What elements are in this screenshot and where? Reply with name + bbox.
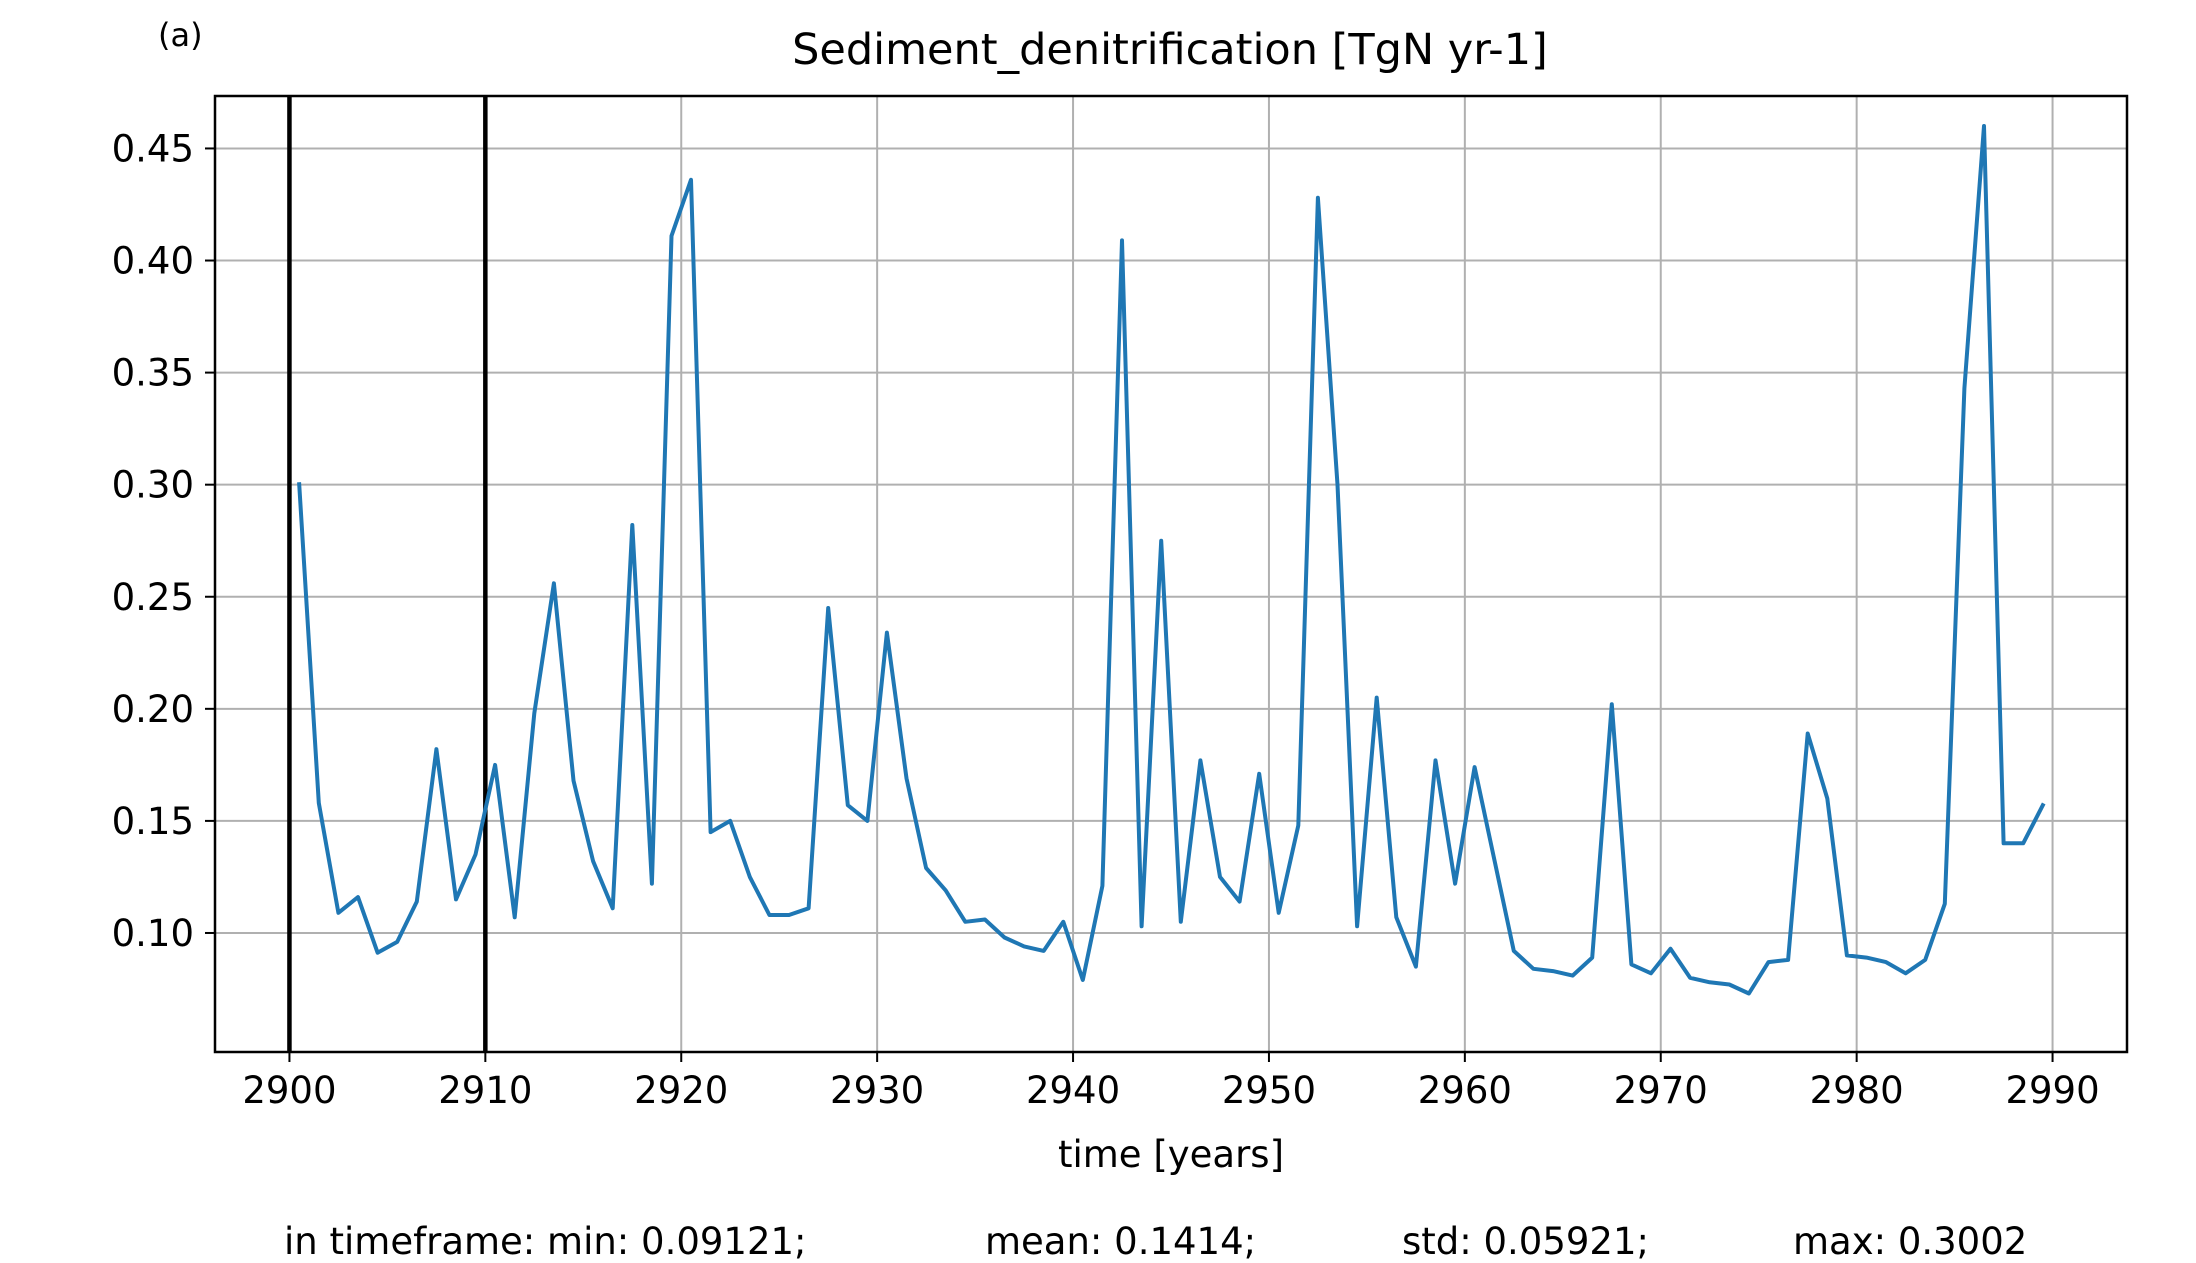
stat-std: std: 0.05921; — [1402, 1220, 1649, 1263]
x-tick-label: 2950 — [1222, 1069, 1316, 1112]
panel-label: (a) — [158, 16, 203, 54]
stat-mean: mean: 0.1414; — [985, 1220, 1256, 1263]
y-tick-label: 0.20 — [112, 688, 194, 731]
x-tick-label: 2910 — [438, 1069, 532, 1112]
y-axis-ticks: 0.10 0.15 0.20 0.25 0.30 0.35 0.40 0.45 — [112, 127, 215, 955]
x-tick-label: 2920 — [634, 1069, 728, 1112]
x-tick-label: 2900 — [242, 1069, 336, 1112]
x-tick-label: 2970 — [1614, 1069, 1708, 1112]
y-tick-label: 0.40 — [112, 240, 194, 283]
y-tick-label: 0.15 — [112, 800, 194, 843]
data-series — [297, 124, 2046, 996]
x-tick-label: 2930 — [830, 1069, 924, 1112]
x-tick-label: 2980 — [1810, 1069, 1904, 1112]
x-tick-label: 2990 — [2005, 1069, 2099, 1112]
y-tick-label: 0.10 — [112, 912, 194, 955]
stat-min: in timeframe: min: 0.09121; — [284, 1220, 807, 1263]
series-line — [297, 124, 2046, 996]
y-tick-label: 0.35 — [112, 352, 194, 395]
x-axis-label: time [years] — [1058, 1133, 1284, 1176]
y-tick-label: 0.25 — [112, 576, 194, 619]
y-tick-label: 0.45 — [112, 127, 194, 170]
x-tick-label: 2960 — [1418, 1069, 1512, 1112]
marker-lines — [287, 96, 488, 1052]
chart-title: Sediment_denitrification [TgN yr-1] — [792, 25, 1548, 75]
x-tick-label: 2940 — [1026, 1069, 1120, 1112]
x-axis-ticks: 2900 2910 2920 2930 2940 2950 2960 2970 2980 2990 — [242, 1052, 2100, 1112]
plot-frame — [213, 94, 2129, 1054]
stat-max: max: 0.3002 — [1793, 1220, 2027, 1263]
y-tick-label: 0.30 — [112, 464, 194, 507]
